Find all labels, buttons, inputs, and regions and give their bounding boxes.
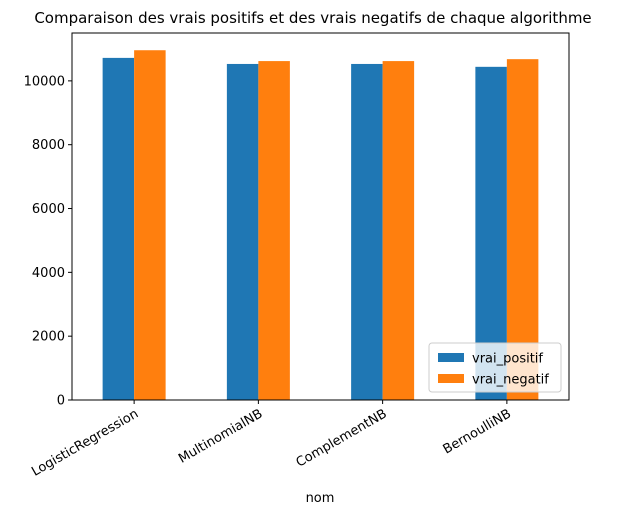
legend: vrai_positif vrai_negatif (428, 342, 562, 393)
chart-title: Comparaison des vrais positifs et des vr… (34, 9, 591, 27)
bar-vrai_positif-LogisticRegression (102, 57, 135, 400)
x-tick-label: ComplementNB (294, 406, 390, 470)
bar-vrai_positif-MultinomialNB (226, 63, 259, 400)
y-tick-label: 8000 (32, 138, 65, 153)
bar-vrai_positif-ComplementNB (351, 63, 383, 400)
legend-swatch-vrai_negatif (438, 374, 464, 383)
x-tick-label: MultinomialNB (176, 406, 265, 466)
axes-frame (71, 32, 570, 401)
y-tick-label: 4000 (32, 266, 65, 281)
bar-vrai_negatif-MultinomialNB (258, 61, 290, 401)
y-tick-label: 10000 (24, 74, 65, 89)
legend-swatch-vrai_positif (438, 353, 464, 362)
bar-vrai_negatif-LogisticRegression (134, 50, 166, 401)
y-tick-label: 6000 (32, 202, 65, 217)
y-tick-label: 0 (57, 394, 65, 409)
plot-area: 0 2000 4000 6000 8000 10000 LogisticRegression… (24, 50, 539, 480)
x-axis-label: nom (306, 491, 335, 506)
bar-vrai_negatif-ComplementNB (382, 61, 415, 401)
legend-label: vrai_negatif (472, 373, 549, 388)
x-tick-label: LogisticRegression (29, 406, 141, 479)
y-tick-label: 2000 (32, 330, 65, 345)
legend-label: vrai_positif (472, 352, 543, 367)
x-tick-label: BernoulliNB (441, 406, 514, 457)
